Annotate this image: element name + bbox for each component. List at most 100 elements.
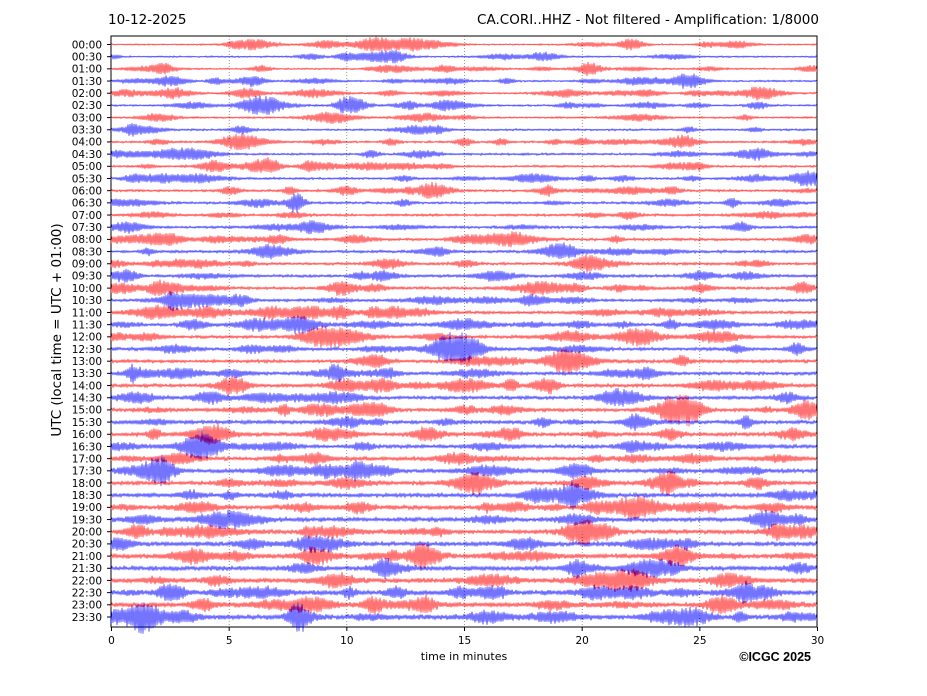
y-tick-label: 03:30 (72, 125, 102, 137)
trace-0200 (110, 86, 818, 101)
y-tick-label: 17:30 (72, 466, 102, 478)
y-tick-label: 10:30 (72, 295, 102, 307)
y-tick-label: 04:30 (72, 149, 102, 161)
y-tick-label: 09:30 (72, 271, 102, 283)
y-tick-label: 05:00 (72, 161, 102, 173)
y-tick-label: 17:00 (72, 453, 102, 465)
trace-0730 (110, 220, 818, 235)
trace-0530 (110, 170, 818, 187)
trace-0300 (110, 111, 818, 124)
y-tick-label: 14:30 (72, 393, 102, 405)
trace-2230 (110, 580, 818, 604)
trace-2130 (110, 557, 818, 579)
y-tick-label: 00:00 (72, 39, 102, 51)
trace-0130 (110, 73, 818, 89)
y-tick-label: 02:00 (72, 88, 102, 100)
trace-0230 (110, 95, 818, 115)
trace-0030 (110, 49, 818, 64)
trace-2030 (110, 535, 818, 554)
y-tick-label: 18:00 (72, 478, 102, 490)
y-tick-label: 09:00 (72, 259, 102, 271)
trace-2200 (110, 567, 818, 593)
trace-2330 (110, 601, 818, 634)
trace-1130 (110, 315, 818, 334)
x-axis-label: time in minutes (420, 650, 508, 663)
date-label: 10-12-2025 (108, 12, 187, 28)
y-tick-label: 13:00 (72, 356, 102, 368)
y-tick-label: 07:30 (72, 222, 102, 234)
trace-1100 (110, 304, 818, 321)
y-tick-label: 00:30 (72, 51, 102, 63)
y-tick-label: 15:00 (72, 405, 102, 417)
trace-1900 (110, 495, 818, 520)
trace-1930 (110, 509, 818, 530)
trace-0700 (110, 210, 818, 221)
x-tick-label: 10 (340, 635, 353, 647)
trace-2000 (110, 518, 818, 547)
trace-0600 (110, 181, 818, 199)
y-tick-label: 19:00 (72, 502, 102, 514)
y-tick-label: 13:30 (72, 368, 102, 380)
trace-1300 (110, 347, 818, 374)
y-tick-label: 23:30 (72, 612, 102, 624)
trace-0430 (110, 147, 818, 161)
plot-frame (110, 35, 818, 628)
y-tick-label: 19:30 (72, 514, 102, 526)
trace-1700 (110, 451, 818, 466)
y-tick-label: 01:00 (72, 64, 102, 76)
y-tick-label: 06:00 (72, 185, 102, 197)
trace-0930 (110, 268, 818, 283)
y-tick-label: 15:30 (72, 417, 102, 429)
y-tick-label: 10:00 (72, 283, 102, 295)
x-tick-label: 20 (575, 635, 588, 647)
y-tick-label: 21:00 (72, 551, 102, 563)
y-tick-label: 02:30 (72, 100, 102, 112)
trace-0830 (110, 242, 818, 260)
trace-1200 (110, 325, 818, 348)
trace-1600 (110, 423, 818, 446)
y-tick-label: 22:30 (72, 587, 102, 599)
y-tick-label: 18:30 (72, 490, 102, 502)
y-tick-label: 05:30 (72, 173, 102, 185)
y-tick-label: 03:00 (72, 112, 102, 124)
y-tick-label: 06:30 (72, 198, 102, 210)
y-tick-label: 12:30 (72, 344, 102, 356)
y-tick-label: 08:30 (72, 246, 102, 258)
x-tick-label: 0 (108, 635, 115, 647)
trace-0100 (110, 61, 818, 77)
y-tick-label: 20:30 (72, 539, 102, 551)
y-tick-label: 04:00 (72, 137, 102, 149)
trace-1530 (110, 413, 818, 432)
x-tick-label: 5 (226, 635, 233, 647)
chart-title: CA.CORI..HHZ - Not filtered - Amplificat… (477, 12, 819, 28)
y-tick-label: 08:00 (72, 234, 102, 246)
trace-0630 (110, 193, 818, 213)
x-tick-label: 25 (693, 635, 706, 647)
y-tick-label: 11:00 (72, 307, 102, 319)
y-tick-label: 22:00 (72, 575, 102, 587)
trace-0500 (110, 157, 818, 173)
x-tick-label: 15 (458, 635, 471, 647)
trace-1330 (110, 363, 818, 384)
trace-1400 (110, 376, 818, 395)
x-tick-label: 30 (811, 635, 824, 647)
y-tick-label: 21:30 (72, 563, 102, 575)
trace-1830 (110, 480, 818, 510)
trace-1230 (110, 332, 818, 365)
trace-0900 (110, 254, 818, 273)
trace-0800 (110, 231, 818, 248)
y-tick-label: 01:30 (72, 76, 102, 88)
copyright-label: ©ICGC 2025 (739, 650, 811, 664)
trace-1630 (110, 429, 818, 461)
trace-0330 (110, 123, 818, 137)
y-tick-label: 11:30 (72, 319, 102, 331)
trace-2300 (110, 594, 818, 615)
trace-1500 (110, 394, 818, 427)
trace-0000 (110, 36, 818, 52)
y-tick-label: 14:00 (72, 380, 102, 392)
trace-0400 (110, 133, 818, 151)
y-tick-label: 20:00 (72, 527, 102, 539)
trace-1730 (110, 455, 818, 487)
y-tick-label: 07:00 (72, 210, 102, 222)
